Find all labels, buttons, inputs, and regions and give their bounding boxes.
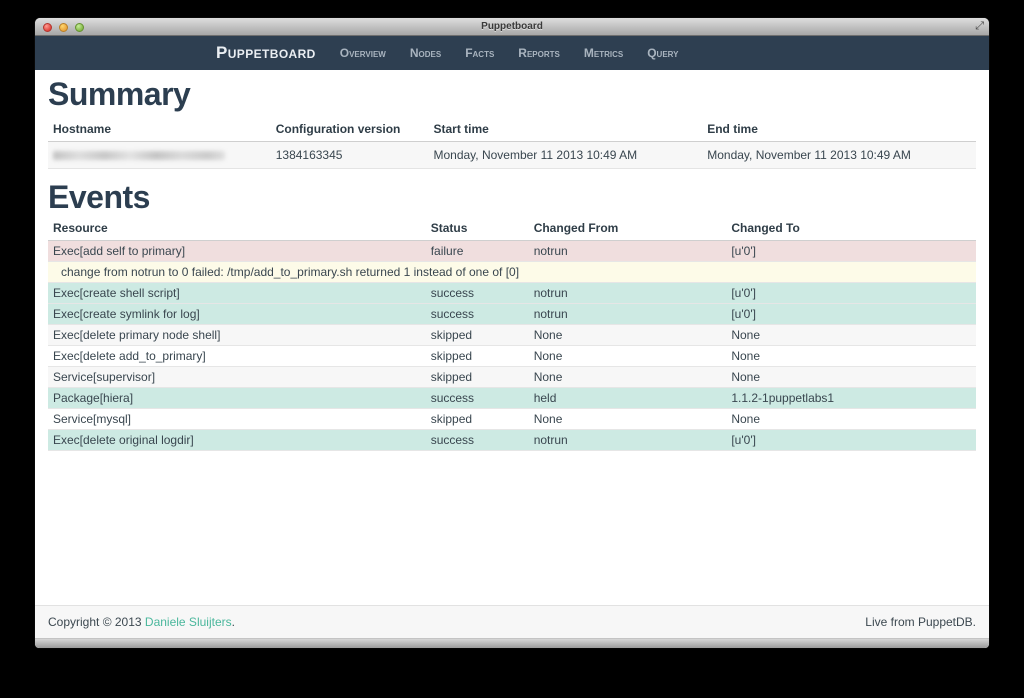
event-changed-from: notrun [528,240,727,262]
events-table: Resource Status Changed From Changed To … [48,219,976,451]
os-titlebar[interactable]: Puppetboard ⤢ [35,18,989,36]
event-status: skipped [425,408,529,430]
puppetdb-status: Live from PuppetDB. [865,615,976,629]
events-col-resource: Resource [48,219,426,241]
copyright-prefix: Copyright © 2013 [48,615,145,629]
event-status: skipped [425,324,529,346]
summary-row: 1384163345 Monday, November 11 2013 10:4… [48,141,976,169]
event-changed-to: [u'0'] [726,429,976,451]
copyright: Copyright © 2013 Daniele Sluijters. [48,615,235,629]
summary-table: Hostname Configuration version Start tim… [48,120,976,169]
event-status: success [425,429,529,451]
event-resource: Exec[create shell script] [48,282,426,304]
event-changed-to: [u'0'] [726,240,976,262]
zoom-button[interactable] [75,23,84,32]
nav-item-overview[interactable]: Overview [339,46,386,60]
hostname-redacted [53,150,225,160]
summary-col-end-time: End time [702,120,976,142]
event-changed-to: None [726,345,976,367]
copyright-suffix: . [231,615,235,629]
config-version-value: 1384163345 [270,141,429,169]
event-resource: Service[mysql] [48,408,426,430]
nav-item-facts[interactable]: Facts [465,46,495,60]
event-status: success [425,282,529,304]
event-row: Exec[add self to primary] failure notrun [u… [48,240,976,262]
event-resource: Exec[create symlink for log] [48,303,426,325]
event-resource: Package[hiera] [48,387,426,409]
event-changed-from: notrun [528,303,727,325]
summary-col-start-time: Start time [428,120,703,142]
nav-item-metrics[interactable]: Metrics [583,46,624,60]
event-row: Exec[delete primary node shell] skipped No… [48,324,976,346]
event-changed-from: None [528,345,727,367]
event-row: Exec[create shell script] success notrun [u… [48,282,976,304]
nav-item-reports[interactable]: Reports [518,46,560,60]
events-col-changed-to: Changed To [726,219,976,241]
start-time-value: Monday, November 11 2013 10:49 AM [428,141,703,169]
end-time-value: Monday, November 11 2013 10:49 AM [702,141,976,169]
event-status: skipped [425,366,529,388]
event-status: success [425,387,529,409]
nav-item-query[interactable]: Query [647,46,679,60]
event-status: skipped [425,345,529,367]
navbar: Puppetboard Overview Nodes Facts Reports… [35,36,989,70]
event-changed-from: held [528,387,727,409]
main-content: Summary Hostname Configuration version S… [35,70,989,605]
event-changed-from: notrun [528,429,727,451]
event-row: Exec[delete original logdir] success notru… [48,429,976,451]
author-link[interactable]: Daniele Sluijters [144,615,232,629]
window-bottom-chrome[interactable] [35,638,989,648]
events-col-changed-from: Changed From [528,219,727,241]
event-changed-from: notrun [528,282,727,304]
minimize-button[interactable] [59,23,68,32]
event-message: change from notrun to 0 failed: /tmp/add… [48,261,976,283]
window-controls [43,23,84,32]
event-row: Exec[create symlink for log] success notru… [48,303,976,325]
event-resource: Exec[delete add_to_primary] [48,345,426,367]
event-status: failure [425,240,529,262]
events-col-status: Status [425,219,529,241]
nav-item-nodes[interactable]: Nodes [409,46,442,60]
event-row: Service[supervisor] skipped None None [48,366,976,388]
window-title: Puppetboard [481,21,543,32]
event-resource: Service[supervisor] [48,366,426,388]
event-row: Package[hiera] success held 1.1.2-1puppetla… [48,387,976,409]
event-changed-to: None [726,324,976,346]
event-resource: Exec[add self to primary] [48,240,426,262]
summary-col-hostname: Hostname [48,120,271,142]
event-changed-to: None [726,408,976,430]
event-changed-from: None [528,324,727,346]
events-heading: Events [48,179,150,215]
event-row: Service[mysql] skipped None None [48,408,976,430]
event-changed-to: [u'0'] [726,282,976,304]
event-resource: Exec[delete primary node shell] [48,324,426,346]
event-row: Exec[delete add_to_primary] skipped None No… [48,345,976,367]
event-message-row: change from notrun to 0 failed: /tmp/add… [48,261,976,283]
hostname-cell [48,141,271,169]
app-window: Puppetboard ⤢ Puppetboard Overview Nodes… [35,18,989,648]
close-button[interactable] [43,23,52,32]
event-changed-to: 1.1.2-1puppetlabs1 [726,387,976,409]
resize-icon[interactable]: ⤢ [975,20,984,32]
events-table-body: Exec[add self to primary] failure notrun [u… [48,240,976,451]
event-resource: Exec[delete original logdir] [48,429,426,451]
page-footer: Copyright © 2013 Daniele Sluijters. Live… [35,605,989,638]
summary-heading: Summary [48,76,191,112]
event-changed-to: None [726,366,976,388]
summary-col-config-version: Configuration version [270,120,429,142]
brand-link[interactable]: Puppetboard [216,43,316,62]
event-changed-to: [u'0'] [726,303,976,325]
event-changed-from: None [528,408,727,430]
event-changed-from: None [528,366,727,388]
event-status: success [425,303,529,325]
